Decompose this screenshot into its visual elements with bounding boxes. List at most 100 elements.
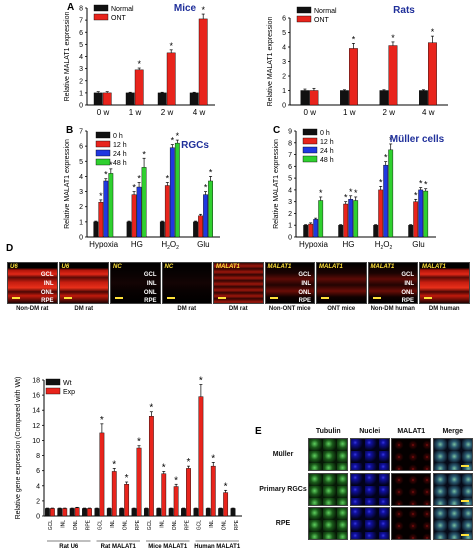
y-tick-label: 0 xyxy=(288,235,292,242)
retina-layer-label: ONL xyxy=(40,290,54,296)
significance-star: * xyxy=(109,160,113,170)
bar xyxy=(82,508,87,517)
x-tick-label: Hypoxia xyxy=(299,240,328,249)
significance-star: * xyxy=(211,453,215,464)
micrograph-probe-label: NC xyxy=(113,264,122,270)
fluorescence-image xyxy=(432,438,473,471)
y-tick-label: 10 xyxy=(32,438,40,445)
bar xyxy=(223,492,229,517)
bar xyxy=(131,508,137,517)
fluorescence-image xyxy=(308,507,348,540)
bar xyxy=(157,92,167,106)
group-label: Rat MALAT1 xyxy=(101,544,137,549)
bar xyxy=(141,167,147,238)
legend-label: 24 h xyxy=(113,151,127,158)
bar xyxy=(136,186,142,238)
bar xyxy=(94,508,100,517)
bar xyxy=(124,484,130,517)
retina-layer-label: ONL xyxy=(143,290,157,296)
scale-bar xyxy=(460,499,469,502)
scale-bar xyxy=(321,297,329,299)
group-label: Mice MALAT1 xyxy=(148,544,188,549)
bar xyxy=(166,52,176,106)
micrograph-probe-label: MALAT1 xyxy=(319,264,343,270)
legend-swatch xyxy=(95,149,111,157)
significance-star: * xyxy=(319,188,323,198)
grid-row-label: Primary RGCs xyxy=(259,485,307,493)
y-tick-label: 6 xyxy=(288,164,292,171)
retina-layer-label: GCL xyxy=(401,272,414,278)
bar xyxy=(338,225,344,238)
y-axis-label: Relative MALAT1 expression xyxy=(267,17,274,107)
bar xyxy=(218,508,224,517)
y-tick-label: 18 xyxy=(32,378,40,385)
x-tick-label: H2O2 xyxy=(375,240,393,251)
micrograph-5: MALAT1 xyxy=(213,262,264,304)
significance-star: * xyxy=(112,459,116,470)
bar xyxy=(161,473,167,517)
panel-letter-d: D xyxy=(6,243,13,254)
y-tick-label: 2 xyxy=(79,78,83,85)
bar xyxy=(198,18,208,106)
significance-star: * xyxy=(204,183,208,193)
bar xyxy=(49,508,55,517)
significance-star: * xyxy=(174,475,178,486)
bar xyxy=(378,189,384,238)
x-tick-label: Glu xyxy=(197,240,209,249)
scale-bar xyxy=(12,297,20,299)
micrograph-probe-label: MALAT1 xyxy=(267,264,292,270)
legend-label: Normal xyxy=(111,6,134,13)
y-tick-label: 6 xyxy=(79,30,83,37)
x-tick-label: HG xyxy=(131,240,143,249)
y-tick-label: 2 xyxy=(288,211,292,218)
y-tick-label: 9 xyxy=(288,129,292,136)
micrograph-3: NC GCL INL ONL RPE xyxy=(110,262,161,304)
bar xyxy=(136,447,142,517)
grid-row-label: RPE xyxy=(275,520,291,528)
significance-star: * xyxy=(384,153,388,163)
x-tick-label: 0 w xyxy=(97,108,110,117)
fluorescence-image xyxy=(432,507,473,540)
scale-bar xyxy=(424,297,432,299)
significance-star: * xyxy=(142,149,146,159)
panel-letter-a: A xyxy=(67,2,74,13)
bar xyxy=(428,42,437,106)
x-tick-label: 2 w xyxy=(383,108,396,117)
x-tick-label: INL xyxy=(61,520,67,528)
panel-letters: A B C D E xyxy=(6,2,280,437)
retina-layer-label: GCL xyxy=(40,272,54,278)
y-tick-label: 5 xyxy=(79,42,83,49)
scale-bar xyxy=(372,297,381,299)
y-tick-label: 1 xyxy=(288,223,292,230)
significance-star: * xyxy=(431,27,435,37)
y-tick-label: 14 xyxy=(32,408,40,415)
bar xyxy=(230,508,236,517)
y-tick-label: 7 xyxy=(79,18,83,25)
y-tick-label: 3 xyxy=(288,199,292,206)
significance-star: * xyxy=(187,457,191,468)
chart-a-mice: 0 1 2 3 4 5 6 7 8 Relative MALAT1 expression 0 w * 1… xyxy=(64,3,215,117)
x-tick-label: INL xyxy=(160,520,166,528)
legend-swatch xyxy=(302,128,318,136)
micrograph-caption: DM rat xyxy=(228,306,248,312)
group-label: Human MALAT1 xyxy=(194,544,241,549)
fluorescence-image xyxy=(308,438,348,471)
chart-title: Mice xyxy=(174,3,197,14)
y-tick-label: 3 xyxy=(79,66,83,73)
x-tick-label: RPE xyxy=(135,519,141,530)
micrograph-9: MALAT1 xyxy=(419,262,470,304)
bar xyxy=(198,215,203,238)
retina-layer-label: RPE xyxy=(298,298,311,304)
micrograph-8: MALAT1 GCL INL ONL RPE xyxy=(367,262,418,304)
panel-letter-b: B xyxy=(66,125,73,136)
bar xyxy=(353,200,359,238)
legend-label: Normal xyxy=(314,8,337,15)
micrograph-7: MALAT1 xyxy=(316,262,367,304)
legend-swatch xyxy=(296,15,312,23)
micrograph-6: MALAT1 GCL INL ONL RPE xyxy=(264,262,315,304)
micrograph-probe-label: U6 xyxy=(10,264,18,270)
retina-layer-label: RPE xyxy=(144,298,157,304)
significance-star: * xyxy=(171,136,175,146)
chart-title: Müller cells xyxy=(390,134,445,145)
significance-star: * xyxy=(104,170,108,180)
